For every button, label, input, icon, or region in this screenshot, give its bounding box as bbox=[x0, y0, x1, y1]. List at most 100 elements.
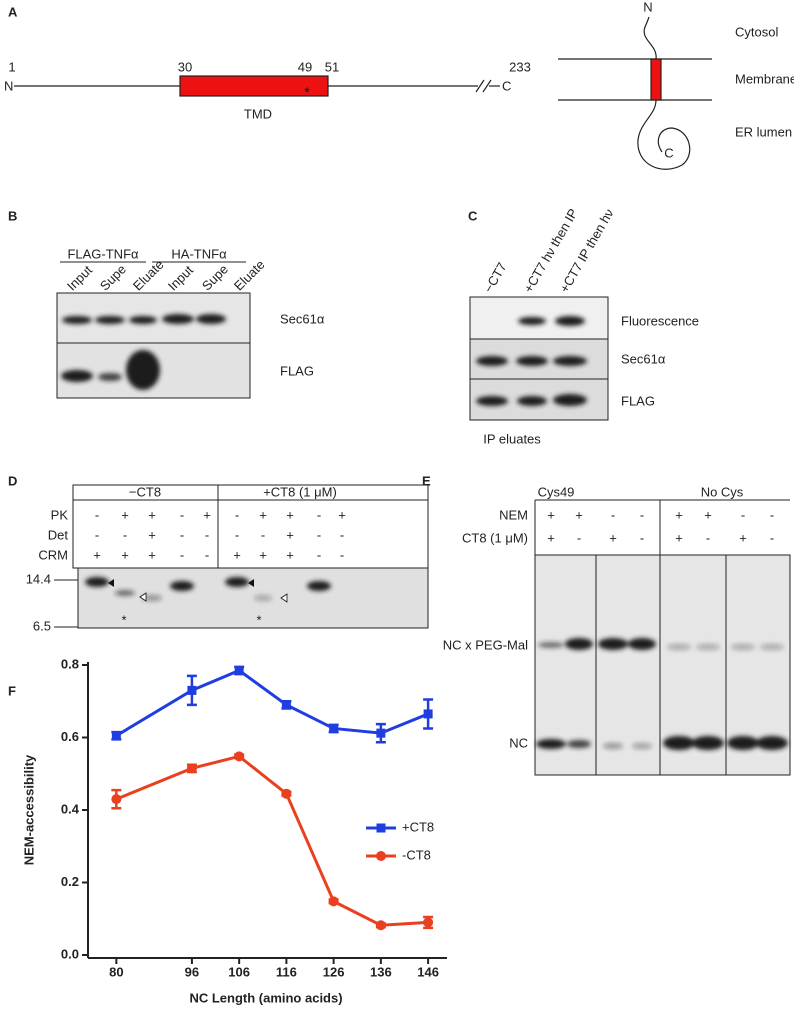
sign: + bbox=[148, 547, 156, 562]
size-marker: 6.5 bbox=[33, 618, 51, 633]
group-label: Cys49 bbox=[538, 484, 575, 499]
compartment: ER lumen bbox=[735, 124, 792, 139]
legend-marker bbox=[376, 851, 386, 861]
point bbox=[187, 685, 197, 695]
sign: - bbox=[706, 530, 710, 545]
sign: + bbox=[547, 530, 555, 545]
asterisk: * bbox=[121, 612, 126, 627]
point bbox=[329, 723, 339, 733]
y-tick-label: 0.8 bbox=[61, 656, 79, 671]
x-tick-label: 96 bbox=[185, 964, 199, 979]
sign: + bbox=[121, 547, 129, 562]
group-label: +CT8 (1 μM) bbox=[263, 484, 337, 499]
sign: - bbox=[261, 527, 265, 542]
point bbox=[186, 763, 197, 774]
sign: - bbox=[317, 507, 321, 522]
group-label: FLAG-TNFα bbox=[67, 246, 139, 261]
group-label: HA-TNFα bbox=[171, 246, 227, 261]
sign: - bbox=[340, 527, 344, 542]
point bbox=[376, 728, 386, 738]
sign: - bbox=[180, 547, 184, 562]
point bbox=[281, 788, 292, 799]
sign: + bbox=[675, 507, 683, 522]
sign: - bbox=[180, 507, 184, 522]
point bbox=[375, 920, 386, 931]
topology-diagram bbox=[558, 16, 712, 170]
panel-label: C bbox=[468, 208, 478, 223]
legend-label: -CT8 bbox=[402, 847, 431, 862]
sign: - bbox=[640, 507, 644, 522]
sign: - bbox=[205, 547, 209, 562]
sign: + bbox=[233, 547, 241, 562]
y-axis-title: NEM-accessibility bbox=[21, 754, 36, 865]
caption: IP eluates bbox=[483, 431, 541, 446]
sign: + bbox=[121, 507, 129, 522]
sign: - bbox=[640, 530, 644, 545]
band-label: NC x PEG-Mal bbox=[443, 637, 528, 652]
point bbox=[328, 896, 339, 907]
sign: - bbox=[741, 507, 745, 522]
panel-label: A bbox=[8, 4, 18, 19]
sign: + bbox=[547, 507, 555, 522]
sign: - bbox=[95, 527, 99, 542]
residue-number: 233 bbox=[509, 59, 531, 74]
sign: + bbox=[286, 547, 294, 562]
sign: + bbox=[338, 507, 346, 522]
lane-label: Supe bbox=[97, 261, 129, 293]
sign: - bbox=[205, 527, 209, 542]
x-tick-label: 136 bbox=[370, 964, 392, 979]
sign: + bbox=[704, 507, 712, 522]
lane-label: Input bbox=[165, 262, 196, 293]
y-tick-label: 0.0 bbox=[61, 946, 79, 961]
band-label: NC bbox=[509, 735, 528, 750]
point bbox=[423, 709, 433, 719]
sign: + bbox=[148, 527, 156, 542]
x-tick-label: 126 bbox=[323, 964, 345, 979]
sign: + bbox=[575, 507, 583, 522]
terminus: N bbox=[643, 0, 652, 14]
blot-label: Sec61α bbox=[621, 351, 666, 366]
sign: - bbox=[770, 507, 774, 522]
group-label: No Cys bbox=[701, 484, 744, 499]
point bbox=[111, 731, 121, 741]
legend-label: +CT8 bbox=[402, 819, 434, 834]
point bbox=[281, 700, 291, 710]
site-marker: * bbox=[304, 84, 310, 99]
row-label: PK bbox=[51, 507, 69, 522]
sign: - bbox=[235, 507, 239, 522]
panel-label: B bbox=[8, 208, 17, 223]
sign: + bbox=[739, 530, 747, 545]
construct-diagram bbox=[14, 75, 500, 97]
blot-label: FLAG bbox=[280, 363, 314, 378]
sign: - bbox=[340, 547, 344, 562]
sign: - bbox=[180, 527, 184, 542]
point bbox=[234, 665, 244, 675]
sign: - bbox=[95, 507, 99, 522]
row-label: Det bbox=[48, 527, 69, 542]
x-axis-title: NC Length (amino acids) bbox=[189, 990, 342, 1005]
sign: - bbox=[123, 527, 127, 542]
y-tick-label: 0.4 bbox=[61, 801, 80, 816]
panel-label: F bbox=[8, 683, 16, 698]
residue-number: 51 bbox=[325, 59, 339, 74]
sign: - bbox=[770, 530, 774, 545]
sign: - bbox=[611, 507, 615, 522]
sign: + bbox=[148, 507, 156, 522]
sign: + bbox=[675, 530, 683, 545]
y-tick-label: 0.2 bbox=[61, 874, 79, 889]
terminus: N bbox=[4, 78, 13, 93]
series-line bbox=[115, 754, 429, 927]
blot-label: FLAG bbox=[621, 393, 655, 408]
terminus: C bbox=[664, 145, 673, 160]
lane-label: Input bbox=[64, 262, 95, 293]
blot-b bbox=[56, 261, 251, 399]
sign: + bbox=[609, 530, 617, 545]
blot-label: Sec61α bbox=[280, 311, 325, 326]
sign: + bbox=[203, 507, 211, 522]
sign: + bbox=[286, 527, 294, 542]
x-tick-label: 116 bbox=[276, 964, 297, 979]
x-tick-label: 106 bbox=[228, 964, 250, 979]
panel-label: D bbox=[8, 473, 17, 488]
panel-label: E bbox=[422, 473, 431, 488]
